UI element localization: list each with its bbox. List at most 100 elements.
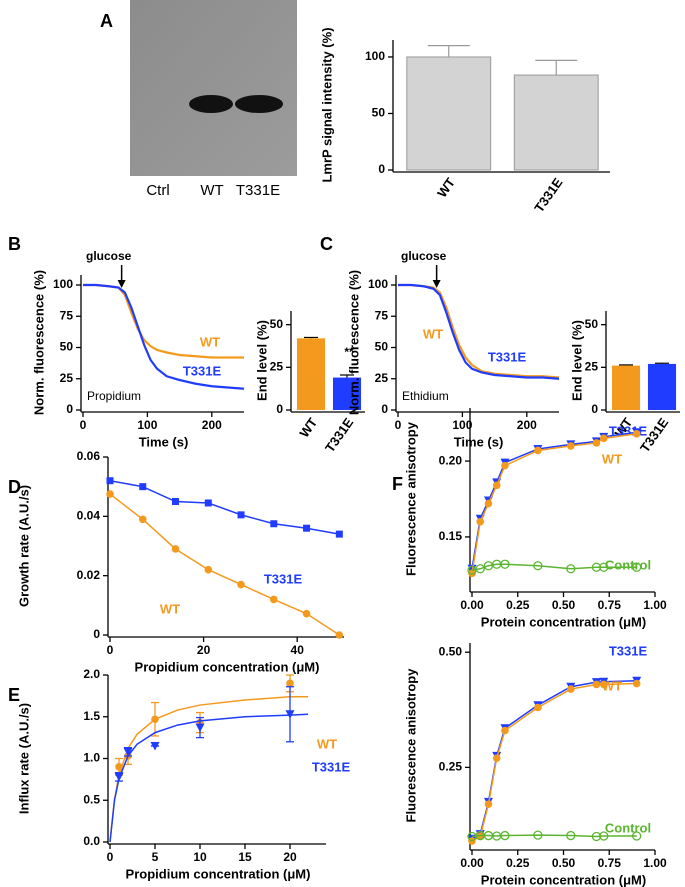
data-point bbox=[592, 439, 601, 447]
data-point bbox=[475, 564, 485, 574]
y-tick-label: 50 bbox=[60, 340, 74, 354]
bar bbox=[647, 363, 677, 410]
panel-label: E bbox=[8, 685, 20, 705]
x-tick-label: 0.50 bbox=[552, 856, 576, 870]
y-tick-label: 0 bbox=[66, 402, 73, 416]
data-point bbox=[150, 741, 160, 751]
data-point bbox=[567, 442, 575, 450]
y-axis-label: Fluorescence anisotropy bbox=[403, 421, 418, 576]
data-point bbox=[285, 710, 295, 719]
y-tick-label: 0.04 bbox=[77, 509, 101, 523]
x-axis-label: Protein concentration (μM) bbox=[481, 614, 646, 629]
annotation: ** bbox=[344, 345, 354, 359]
x-tick-label: WT bbox=[296, 415, 320, 440]
y-tick-label: 0 bbox=[93, 627, 100, 641]
y-axis-label: End level (%) bbox=[569, 320, 584, 401]
y-axis-label: Norm. fluorescence (%) bbox=[31, 270, 46, 415]
blot-image bbox=[130, 0, 297, 176]
data-point bbox=[204, 499, 212, 507]
data-point bbox=[171, 545, 180, 553]
y-tick-label: 0 bbox=[378, 162, 385, 176]
x-axis-label: Protein concentration (μM) bbox=[481, 872, 646, 887]
x-tick-label: 10 bbox=[193, 850, 207, 864]
y-axis-label: Influx rate (A.U./s) bbox=[16, 703, 31, 814]
data-point bbox=[566, 830, 576, 841]
data-point bbox=[270, 595, 278, 604]
series-label: Control bbox=[605, 557, 651, 572]
y-tick-label: 0 bbox=[381, 402, 388, 416]
series-line bbox=[83, 283, 245, 390]
data-point bbox=[501, 461, 509, 470]
blot-band bbox=[235, 95, 283, 113]
data-point bbox=[500, 559, 510, 569]
data-point bbox=[114, 772, 124, 782]
data-point bbox=[303, 524, 311, 532]
x-tick-label: T331E bbox=[322, 415, 356, 455]
series-label: WT bbox=[317, 736, 337, 751]
y-axis-label: LmrP signal intensity (%) bbox=[319, 27, 334, 182]
series-label: WT bbox=[602, 451, 622, 466]
data-point bbox=[592, 680, 601, 689]
bar bbox=[513, 74, 599, 171]
x-tick-label: 40 bbox=[291, 643, 305, 657]
data-point bbox=[632, 679, 641, 688]
panel-label: A bbox=[100, 11, 113, 31]
x-tick-label: T331E bbox=[531, 175, 565, 215]
x-tick-label: 1.00 bbox=[643, 856, 667, 870]
x-tick-label: WT bbox=[434, 175, 458, 200]
arrow-head bbox=[117, 280, 126, 288]
bar bbox=[332, 377, 362, 410]
data-point bbox=[476, 832, 485, 841]
data-point bbox=[204, 565, 213, 574]
annotation: Ethidium bbox=[402, 389, 449, 403]
x-tick-label: 15 bbox=[238, 850, 252, 864]
annotation: glucose bbox=[86, 249, 132, 263]
data-point bbox=[492, 481, 501, 490]
y-tick-label: 0.20 bbox=[439, 453, 463, 467]
x-axis-label: Time (s) bbox=[139, 434, 189, 449]
data-point bbox=[195, 723, 205, 733]
y-tick-label: 75 bbox=[60, 308, 74, 322]
data-point bbox=[106, 477, 114, 485]
panel-label: B bbox=[8, 234, 21, 254]
data-point bbox=[632, 429, 641, 438]
data-point bbox=[599, 831, 609, 841]
series-line bbox=[471, 433, 637, 574]
series-label: WT bbox=[602, 678, 622, 693]
blot-band bbox=[189, 95, 233, 113]
y-tick-label: 50 bbox=[372, 106, 386, 120]
annotation: Propidium bbox=[87, 389, 141, 403]
data-point bbox=[599, 434, 608, 443]
y-tick-label: 100 bbox=[365, 49, 385, 63]
y-tick-label: 100 bbox=[53, 277, 73, 291]
data-point bbox=[492, 754, 501, 762]
x-axis-label: Time (s) bbox=[454, 434, 504, 449]
y-tick-label: 25 bbox=[60, 371, 74, 385]
y-tick-label: 0 bbox=[276, 402, 283, 416]
bar bbox=[406, 56, 492, 171]
fit-line bbox=[109, 713, 309, 843]
x-tick-label: 0.25 bbox=[506, 598, 530, 612]
x-tick-label: 20 bbox=[197, 643, 211, 657]
y-tick-label: 0.15 bbox=[439, 529, 463, 543]
series-label: T331E bbox=[609, 643, 648, 658]
y-axis-label: Growth rate (A.U./s) bbox=[16, 485, 31, 607]
bar bbox=[611, 365, 641, 410]
x-tick-label: 0 bbox=[107, 643, 114, 657]
series-label: WT bbox=[200, 334, 220, 349]
y-tick-label: 2.0 bbox=[83, 667, 100, 681]
bar bbox=[296, 338, 326, 410]
series-line bbox=[398, 283, 560, 380]
x-tick-label: 100 bbox=[452, 418, 472, 432]
data-point bbox=[534, 703, 542, 712]
data-point bbox=[468, 569, 476, 578]
data-point bbox=[237, 580, 245, 589]
x-tick-label: 0.00 bbox=[460, 856, 484, 870]
data-point bbox=[106, 490, 114, 498]
data-point bbox=[567, 685, 575, 693]
x-tick-label: 0.00 bbox=[460, 598, 484, 612]
data-point bbox=[501, 726, 509, 735]
x-tick-label: 0.50 bbox=[552, 598, 576, 612]
data-point bbox=[591, 562, 602, 572]
